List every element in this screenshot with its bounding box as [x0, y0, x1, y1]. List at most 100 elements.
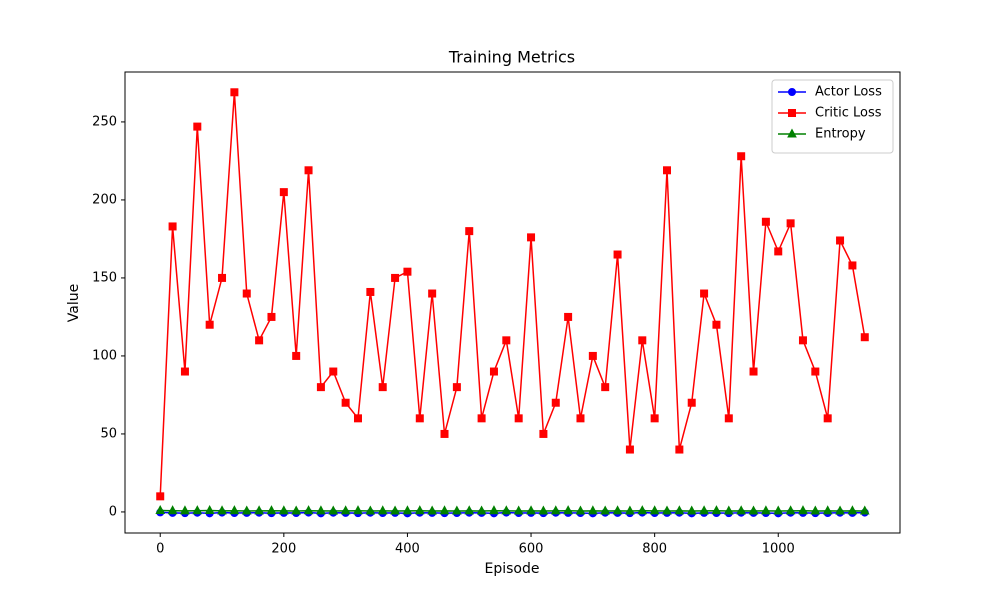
- marker: [699, 505, 709, 515]
- marker: [465, 227, 474, 236]
- marker: [761, 505, 771, 515]
- marker: [180, 367, 189, 376]
- marker: [798, 505, 808, 515]
- y-tick-label: 0: [109, 504, 117, 519]
- marker: [785, 505, 796, 515]
- y-tick-label: 50: [100, 426, 117, 441]
- marker: [156, 492, 165, 501]
- marker: [353, 505, 363, 515]
- marker: [377, 505, 388, 515]
- x-tick-label: 600: [519, 542, 544, 557]
- marker: [291, 505, 302, 515]
- marker: [340, 505, 351, 515]
- marker: [663, 166, 672, 175]
- marker: [402, 505, 413, 515]
- marker: [439, 505, 450, 515]
- marker: [167, 505, 178, 515]
- x-tick-label: 200: [271, 542, 296, 557]
- marker: [711, 505, 722, 515]
- marker: [415, 414, 424, 423]
- marker: [712, 320, 721, 329]
- marker: [452, 505, 462, 515]
- marker: [613, 250, 622, 259]
- legend-label: Actor Loss: [815, 85, 882, 100]
- marker: [230, 88, 239, 97]
- marker: [414, 505, 425, 515]
- marker: [440, 429, 449, 438]
- marker: [811, 367, 820, 376]
- chart-title: Training Metrics: [448, 48, 575, 67]
- x-tick-label: 1000: [762, 542, 795, 557]
- marker: [625, 445, 634, 454]
- marker: [563, 505, 573, 515]
- marker: [822, 505, 833, 515]
- series-line: [160, 511, 865, 515]
- y-tick-label: 200: [92, 192, 117, 207]
- marker: [575, 505, 586, 515]
- marker: [204, 504, 215, 515]
- marker: [489, 367, 498, 376]
- x-tick-label: 800: [642, 542, 667, 557]
- marker: [798, 336, 807, 345]
- marker: [241, 505, 252, 515]
- marker: [859, 505, 870, 515]
- marker: [304, 166, 313, 175]
- marker: [737, 152, 746, 161]
- marker: [724, 414, 733, 423]
- marker: [788, 109, 796, 117]
- marker: [168, 222, 177, 231]
- marker: [847, 505, 858, 515]
- marker: [192, 505, 203, 515]
- marker: [365, 505, 376, 515]
- marker: [328, 505, 339, 515]
- marker: [464, 505, 475, 515]
- marker: [378, 383, 387, 392]
- marker: [835, 505, 845, 515]
- marker: [773, 505, 784, 515]
- marker: [748, 505, 759, 515]
- marker: [637, 505, 648, 515]
- marker: [649, 505, 660, 515]
- marker: [292, 351, 301, 360]
- marker: [539, 429, 548, 438]
- marker: [600, 505, 611, 515]
- x-tick-label: 0: [156, 542, 164, 557]
- marker: [255, 336, 264, 345]
- marker: [329, 367, 338, 376]
- marker: [514, 414, 523, 423]
- plot-frame: [124, 71, 901, 534]
- marker: [650, 414, 659, 423]
- x-axis-label: Episode: [485, 561, 540, 577]
- marker: [625, 505, 635, 515]
- marker: [538, 505, 549, 515]
- marker: [502, 336, 511, 345]
- series-line: [159, 92, 866, 497]
- marker: [551, 398, 560, 407]
- marker: [489, 505, 499, 515]
- marker: [266, 505, 277, 515]
- marker: [316, 383, 325, 392]
- marker: [662, 505, 672, 515]
- marker: [723, 505, 734, 515]
- marker: [810, 505, 821, 515]
- marker: [155, 504, 166, 515]
- marker: [601, 383, 610, 392]
- marker: [686, 505, 697, 515]
- marker: [638, 336, 647, 345]
- marker: [391, 273, 400, 282]
- marker: [588, 505, 598, 515]
- marker: [180, 505, 190, 515]
- marker: [836, 236, 845, 245]
- marker: [527, 233, 536, 242]
- marker: [788, 88, 796, 96]
- marker: [736, 505, 747, 515]
- marker: [205, 320, 214, 329]
- marker: [278, 505, 289, 515]
- marker: [218, 273, 227, 282]
- marker: [428, 289, 437, 298]
- marker: [452, 383, 461, 392]
- y-tick-label: 250: [92, 114, 117, 129]
- marker: [550, 505, 561, 515]
- marker: [675, 445, 684, 454]
